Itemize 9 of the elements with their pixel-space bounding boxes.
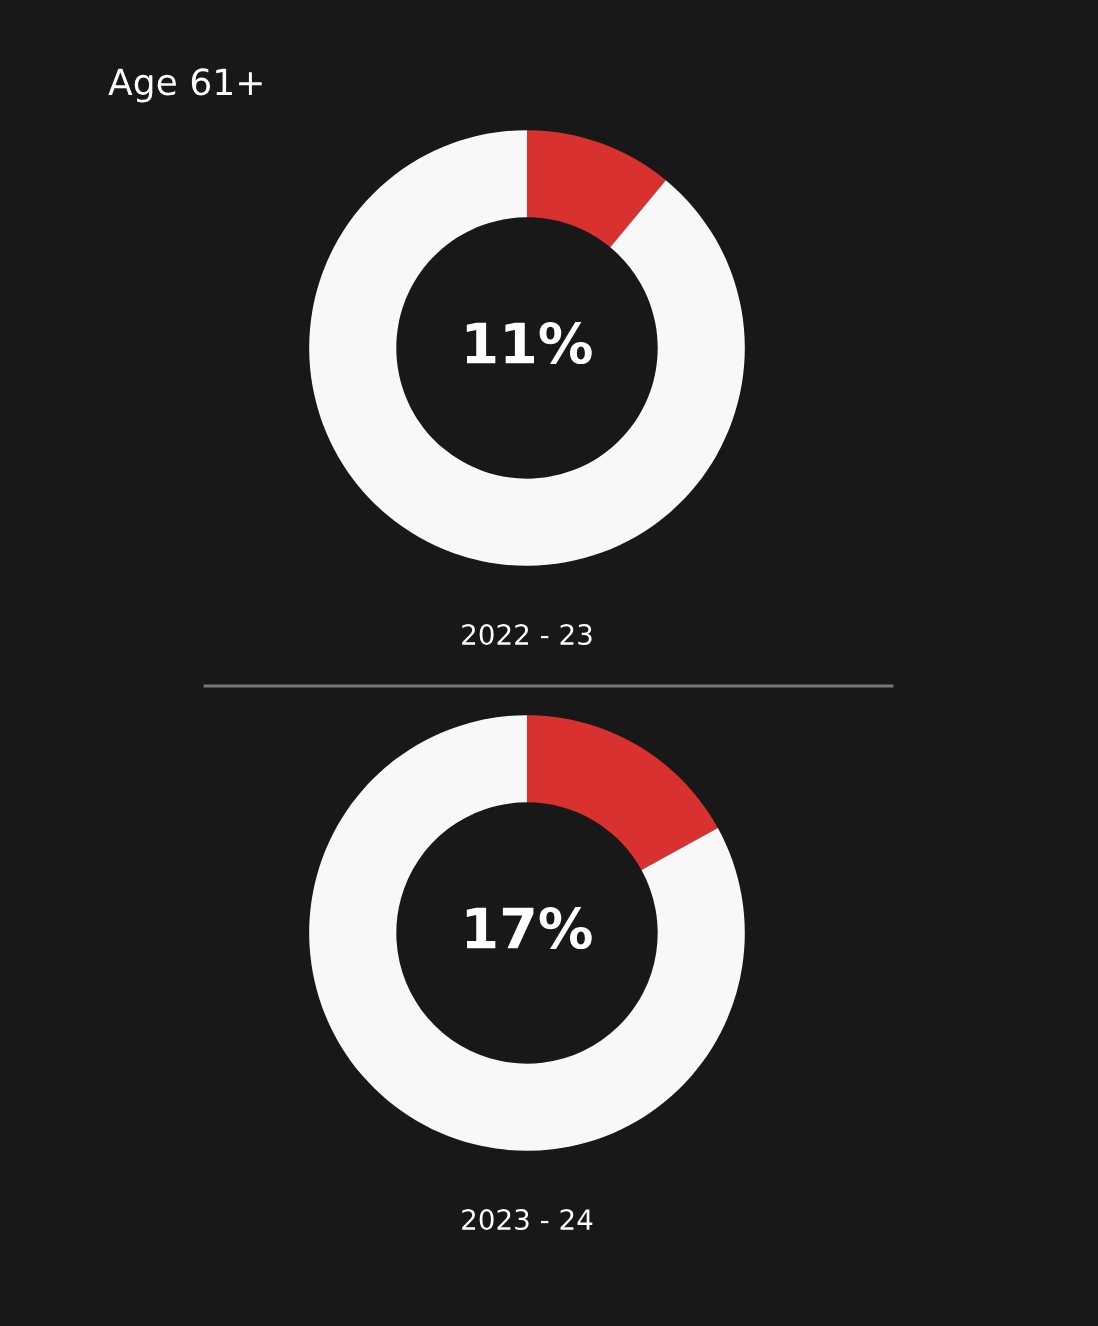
text: 17% [466, 907, 592, 950]
donut-slice [527, 715, 718, 871]
text: 2022 - 23 [462, 624, 592, 646]
text: 2023 - 24 [462, 1209, 593, 1231]
text: 11% [466, 322, 592, 365]
donut-slice [309, 130, 745, 566]
chart-title: Age 61+ [108, 68, 262, 103]
donut-slice [309, 715, 745, 1151]
donut-slice [527, 130, 666, 248]
